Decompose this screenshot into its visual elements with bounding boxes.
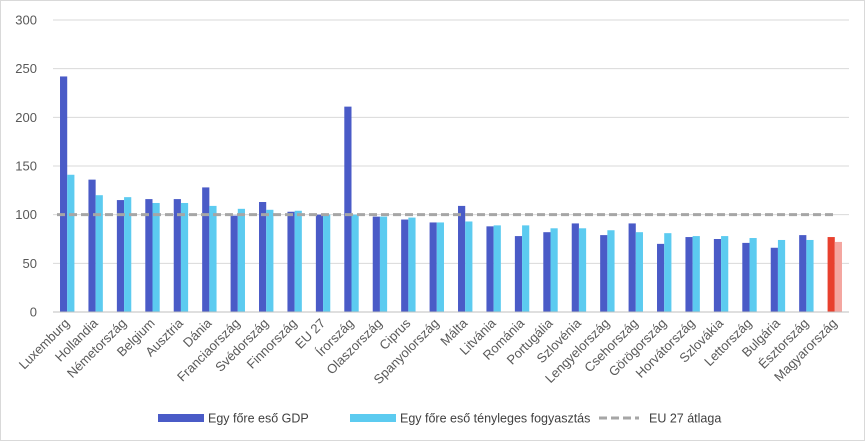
gdp-bar-7 [230, 215, 238, 312]
gdp-bar-25 [742, 242, 750, 312]
consumption-bar-22 [664, 233, 672, 312]
gdp-bar-15 [458, 205, 466, 312]
gdp-bar-8 [259, 202, 267, 312]
consumption-bar-19 [578, 228, 587, 312]
gdp-bar-22 [657, 243, 665, 312]
gdp-bar-2 [88, 179, 96, 312]
gdp-bar-17 [514, 236, 523, 312]
legend-eu27-average-label: EU 27 átlaga [649, 412, 721, 426]
consumption-bar-28 [834, 241, 842, 312]
gdp-bar-21 [628, 223, 636, 312]
legend: Egy főre eső GDP Egy főre eső tényleges f… [158, 412, 721, 426]
y-tick-label: 150 [15, 159, 37, 174]
gdp-bar-3 [116, 200, 125, 312]
consumption-bar-25 [749, 238, 757, 312]
y-tick-label: 50 [23, 256, 37, 271]
gdp-bar-26 [770, 247, 778, 312]
gdp-bar-24 [713, 239, 722, 312]
consumption-bar-12 [379, 216, 388, 312]
gdp-bar-6 [202, 187, 210, 312]
consumption-bar-2 [95, 195, 103, 312]
consumption-bar-10 [323, 214, 331, 312]
consumption-bar-8 [266, 209, 274, 312]
consumption-bar-11 [351, 214, 359, 312]
consumption-bar-9 [294, 210, 302, 312]
consumption-bar-13 [408, 217, 416, 312]
y-tick-label: 0 [30, 305, 37, 320]
gdp-bar-10 [315, 214, 324, 312]
y-tick-label: 200 [15, 110, 37, 125]
consumption-bar-17 [522, 225, 530, 312]
gdp-bar-27 [799, 235, 807, 312]
consumption-bar-5 [180, 202, 189, 312]
y-tick-label: 100 [15, 207, 37, 222]
consumption-bar-23 [692, 236, 700, 312]
gdp-bar-28 [827, 237, 835, 312]
y-tick-label: 250 [15, 61, 37, 76]
bars [60, 76, 842, 312]
gdp-bar-18 [543, 232, 551, 312]
consumption-bar-21 [635, 232, 643, 312]
legend-gdp-swatch [158, 414, 204, 422]
consumption-bar-3 [124, 197, 132, 312]
y-axis: 0 50 100 150 200 250 300 [15, 13, 37, 320]
gdp-bar-23 [685, 237, 693, 312]
consumption-bar-24 [721, 236, 729, 312]
gridlines [53, 19, 849, 313]
consumption-bar-26 [777, 239, 786, 312]
gdp-bar-19 [571, 223, 579, 312]
gdp-bar-20 [600, 235, 608, 312]
consumption-bar-7 [237, 208, 245, 312]
gdp-bar-13 [401, 219, 409, 312]
consumption-bar-4 [152, 202, 160, 312]
gdp-bar-9 [287, 211, 295, 312]
y-tick-label: 300 [15, 13, 37, 28]
consumption-bar-15 [465, 221, 473, 312]
legend-consumption-label: Egy főre eső tényleges fogyasztás [400, 412, 590, 426]
gdp-bar-16 [486, 226, 494, 312]
consumption-bar-20 [607, 230, 615, 312]
consumption-bar-14 [436, 222, 444, 312]
x-axis: LuxemburgHollandiaNémetországBelgiumAusz… [16, 311, 849, 387]
legend-gdp-label: Egy főre eső GDP [208, 412, 309, 426]
consumption-bar-27 [806, 239, 814, 312]
gdp-bar-4 [145, 199, 153, 312]
gdp-bar-1 [60, 76, 68, 312]
consumption-bar-1 [67, 174, 75, 312]
gdp-bar-11 [344, 106, 352, 312]
gdp-bar-5 [173, 199, 181, 312]
legend-consumption-swatch [350, 414, 396, 422]
consumption-bar-6 [209, 205, 217, 312]
consumption-bar-16 [493, 225, 501, 312]
gdp-bar-14 [429, 222, 437, 312]
consumption-bar-18 [550, 228, 558, 312]
gdp-bar-12 [372, 216, 380, 312]
